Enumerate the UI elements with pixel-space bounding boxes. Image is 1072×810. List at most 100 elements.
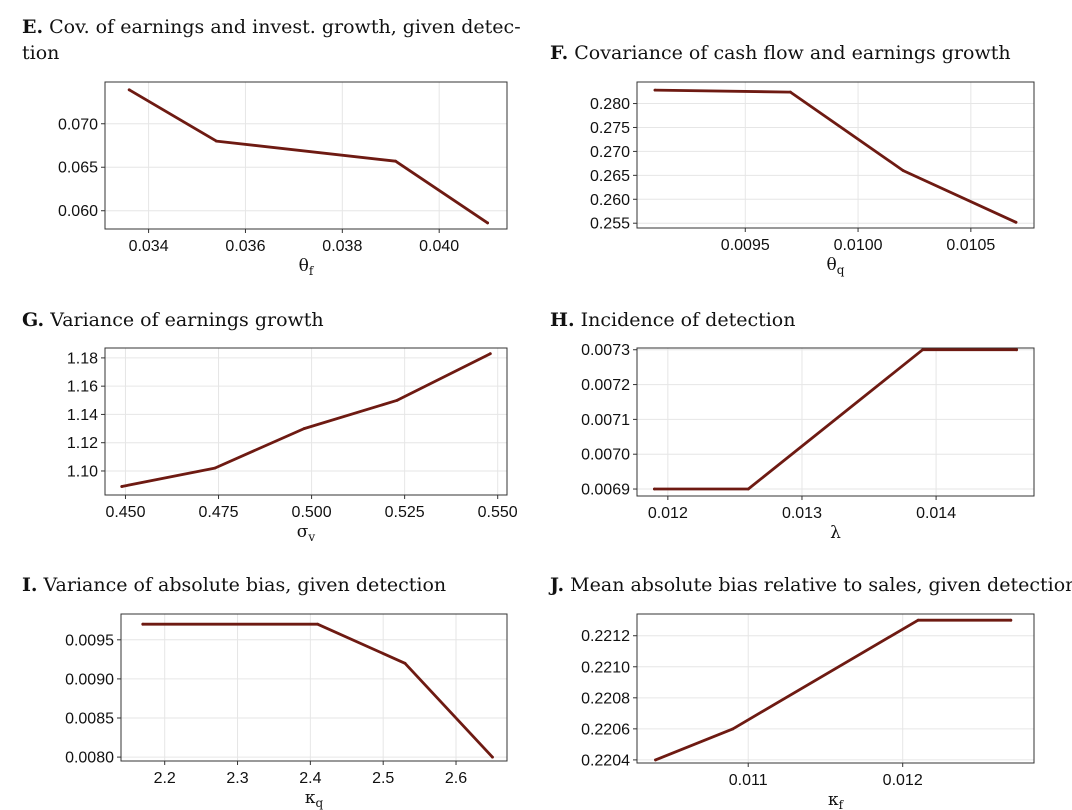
- x-tick-label: 0.014: [916, 505, 956, 522]
- x-tick-label: 2.5: [372, 770, 394, 787]
- y-tick-label: 0.280: [590, 96, 630, 113]
- data-point: [488, 352, 492, 356]
- series-line: [653, 348, 1018, 491]
- y-tick-label: 0.0069: [581, 482, 630, 499]
- panel-title-text: Incidence of detection: [575, 309, 796, 331]
- x-axis-subscript: f: [839, 798, 845, 810]
- data-point: [395, 398, 399, 402]
- data-point: [746, 487, 750, 491]
- plot-frame: [104, 347, 508, 496]
- panel-title: F. Covariance of cash flow and earnings …: [550, 42, 1011, 64]
- panel-h: H. Incidence of detection 0.0069 0.0070 0.0…: [550, 309, 1035, 543]
- x-axis-symbol: θ: [299, 256, 309, 276]
- data-point: [653, 88, 657, 92]
- x-tick-label: 0.013: [782, 505, 822, 522]
- x-axis-subscript: f: [309, 264, 315, 278]
- panel-title: H. Incidence of detection: [550, 309, 795, 331]
- panel-f: F. Covariance of cash flow and earnings …: [550, 42, 1035, 277]
- panel-title: E. Cov. of earnings and invest. growth, …: [22, 16, 521, 38]
- panel-title: G. Variance of earnings growth: [22, 309, 324, 331]
- panel-title-text: Mean absolute bias relative to sales, gi…: [564, 574, 1072, 596]
- x-tick-label: 0.525: [385, 504, 425, 521]
- x-tick-label: 0.012: [648, 505, 688, 522]
- y-tick-label: 0.275: [590, 120, 630, 137]
- x-tick-label: 0.450: [105, 504, 145, 521]
- x-axis-label: κf: [828, 790, 845, 810]
- panel-title-text: Cov. of earnings and invest. growth, giv…: [43, 16, 521, 38]
- panel-letter: E.: [22, 16, 43, 38]
- y-tick-label: 0.270: [590, 144, 630, 161]
- x-tick-label: 2.6: [445, 770, 467, 787]
- y-tick-label: 0.255: [590, 216, 630, 233]
- x-axis-label: σv: [297, 522, 316, 544]
- x-tick-label: 2.4: [299, 770, 321, 787]
- y-tick-label: 0.0072: [581, 377, 630, 394]
- x-tick-label: 0.040: [419, 238, 459, 255]
- panel-title-text: Variance of absolute bias, given detecti…: [38, 574, 447, 596]
- panel-i: I. Variance of absolute bias, given dete…: [22, 574, 508, 810]
- x-axis-label: λ: [830, 523, 841, 543]
- series-line: [141, 622, 494, 759]
- data-point: [120, 485, 124, 488]
- y-tick-label: 0.0080: [65, 750, 114, 767]
- data-point: [491, 755, 494, 759]
- data-point: [213, 466, 217, 470]
- x-axis-subscript: q: [837, 263, 845, 277]
- y-tick-label: 1.18: [67, 350, 98, 367]
- x-axis-symbol: λ: [830, 523, 841, 543]
- x-axis-symbol: θ: [827, 255, 837, 275]
- data-point: [731, 727, 735, 731]
- panel-letter: J.: [548, 574, 564, 596]
- y-tick-label: 0.265: [590, 168, 630, 185]
- x-tick-label: 0.0095: [721, 237, 770, 254]
- panel-title-text: tion: [22, 42, 59, 64]
- x-axis-symbol: κ: [305, 788, 316, 808]
- data-point: [653, 487, 656, 491]
- plot-frame: [636, 81, 1035, 229]
- x-tick-label: 0.500: [292, 504, 332, 521]
- x-tick-label: 0.475: [199, 504, 239, 521]
- y-tick-label: 0.2210: [581, 659, 630, 676]
- x-axis-label: θf: [299, 256, 315, 278]
- series-line: [120, 352, 492, 488]
- x-tick-label: 0.550: [478, 504, 518, 521]
- panel-letter: I.: [22, 574, 38, 596]
- data-point: [1014, 220, 1018, 224]
- x-tick-label: 0.012: [883, 772, 923, 789]
- panel-title: I. Variance of absolute bias, given dete…: [22, 574, 446, 596]
- data-point: [302, 427, 306, 430]
- y-tick-label: 0.0073: [581, 342, 630, 359]
- y-tick-label: 0.0095: [65, 632, 114, 649]
- panel-letter: G.: [22, 309, 44, 331]
- y-tick-label: 0.060: [58, 203, 98, 220]
- x-axis-symbol: σ: [297, 522, 309, 542]
- y-tick-label: 1.10: [67, 463, 98, 480]
- data-point: [214, 139, 218, 143]
- y-tick-label: 0.2206: [581, 721, 630, 738]
- x-axis-subscript: v: [307, 530, 315, 544]
- panel-title: tion: [22, 42, 59, 64]
- series-line: [127, 88, 490, 225]
- data-point: [901, 169, 905, 172]
- data-point: [1015, 348, 1018, 352]
- y-tick-label: 0.2212: [581, 628, 630, 645]
- x-axis-label: θq: [827, 255, 845, 277]
- data-point: [141, 622, 145, 626]
- plot-frame: [120, 613, 508, 762]
- y-tick-label: 1.14: [67, 407, 98, 424]
- x-tick-label: 0.038: [322, 238, 362, 255]
- panel-g: G. Variance of earnings growth 1.10 1.12 1.…: [22, 309, 518, 544]
- x-tick-label: 2.3: [226, 770, 248, 787]
- panel-letter: F.: [550, 42, 568, 64]
- y-tick-label: 0.2208: [581, 690, 630, 707]
- x-tick-label: 2.2: [154, 770, 176, 787]
- x-axis-symbol: κ: [828, 790, 839, 810]
- y-tick-label: 1.16: [67, 379, 98, 396]
- y-tick-label: 0.070: [58, 116, 98, 133]
- panel-j: J. Mean absolute bias relative to sales,…: [548, 574, 1072, 810]
- x-tick-label: 0.034: [129, 238, 169, 255]
- x-tick-label: 0.0105: [946, 237, 995, 254]
- panel-title-text: Covariance of cash flow and earnings gro…: [568, 42, 1010, 64]
- plot-frame: [636, 613, 1035, 764]
- x-tick-label: 0.011: [729, 772, 768, 789]
